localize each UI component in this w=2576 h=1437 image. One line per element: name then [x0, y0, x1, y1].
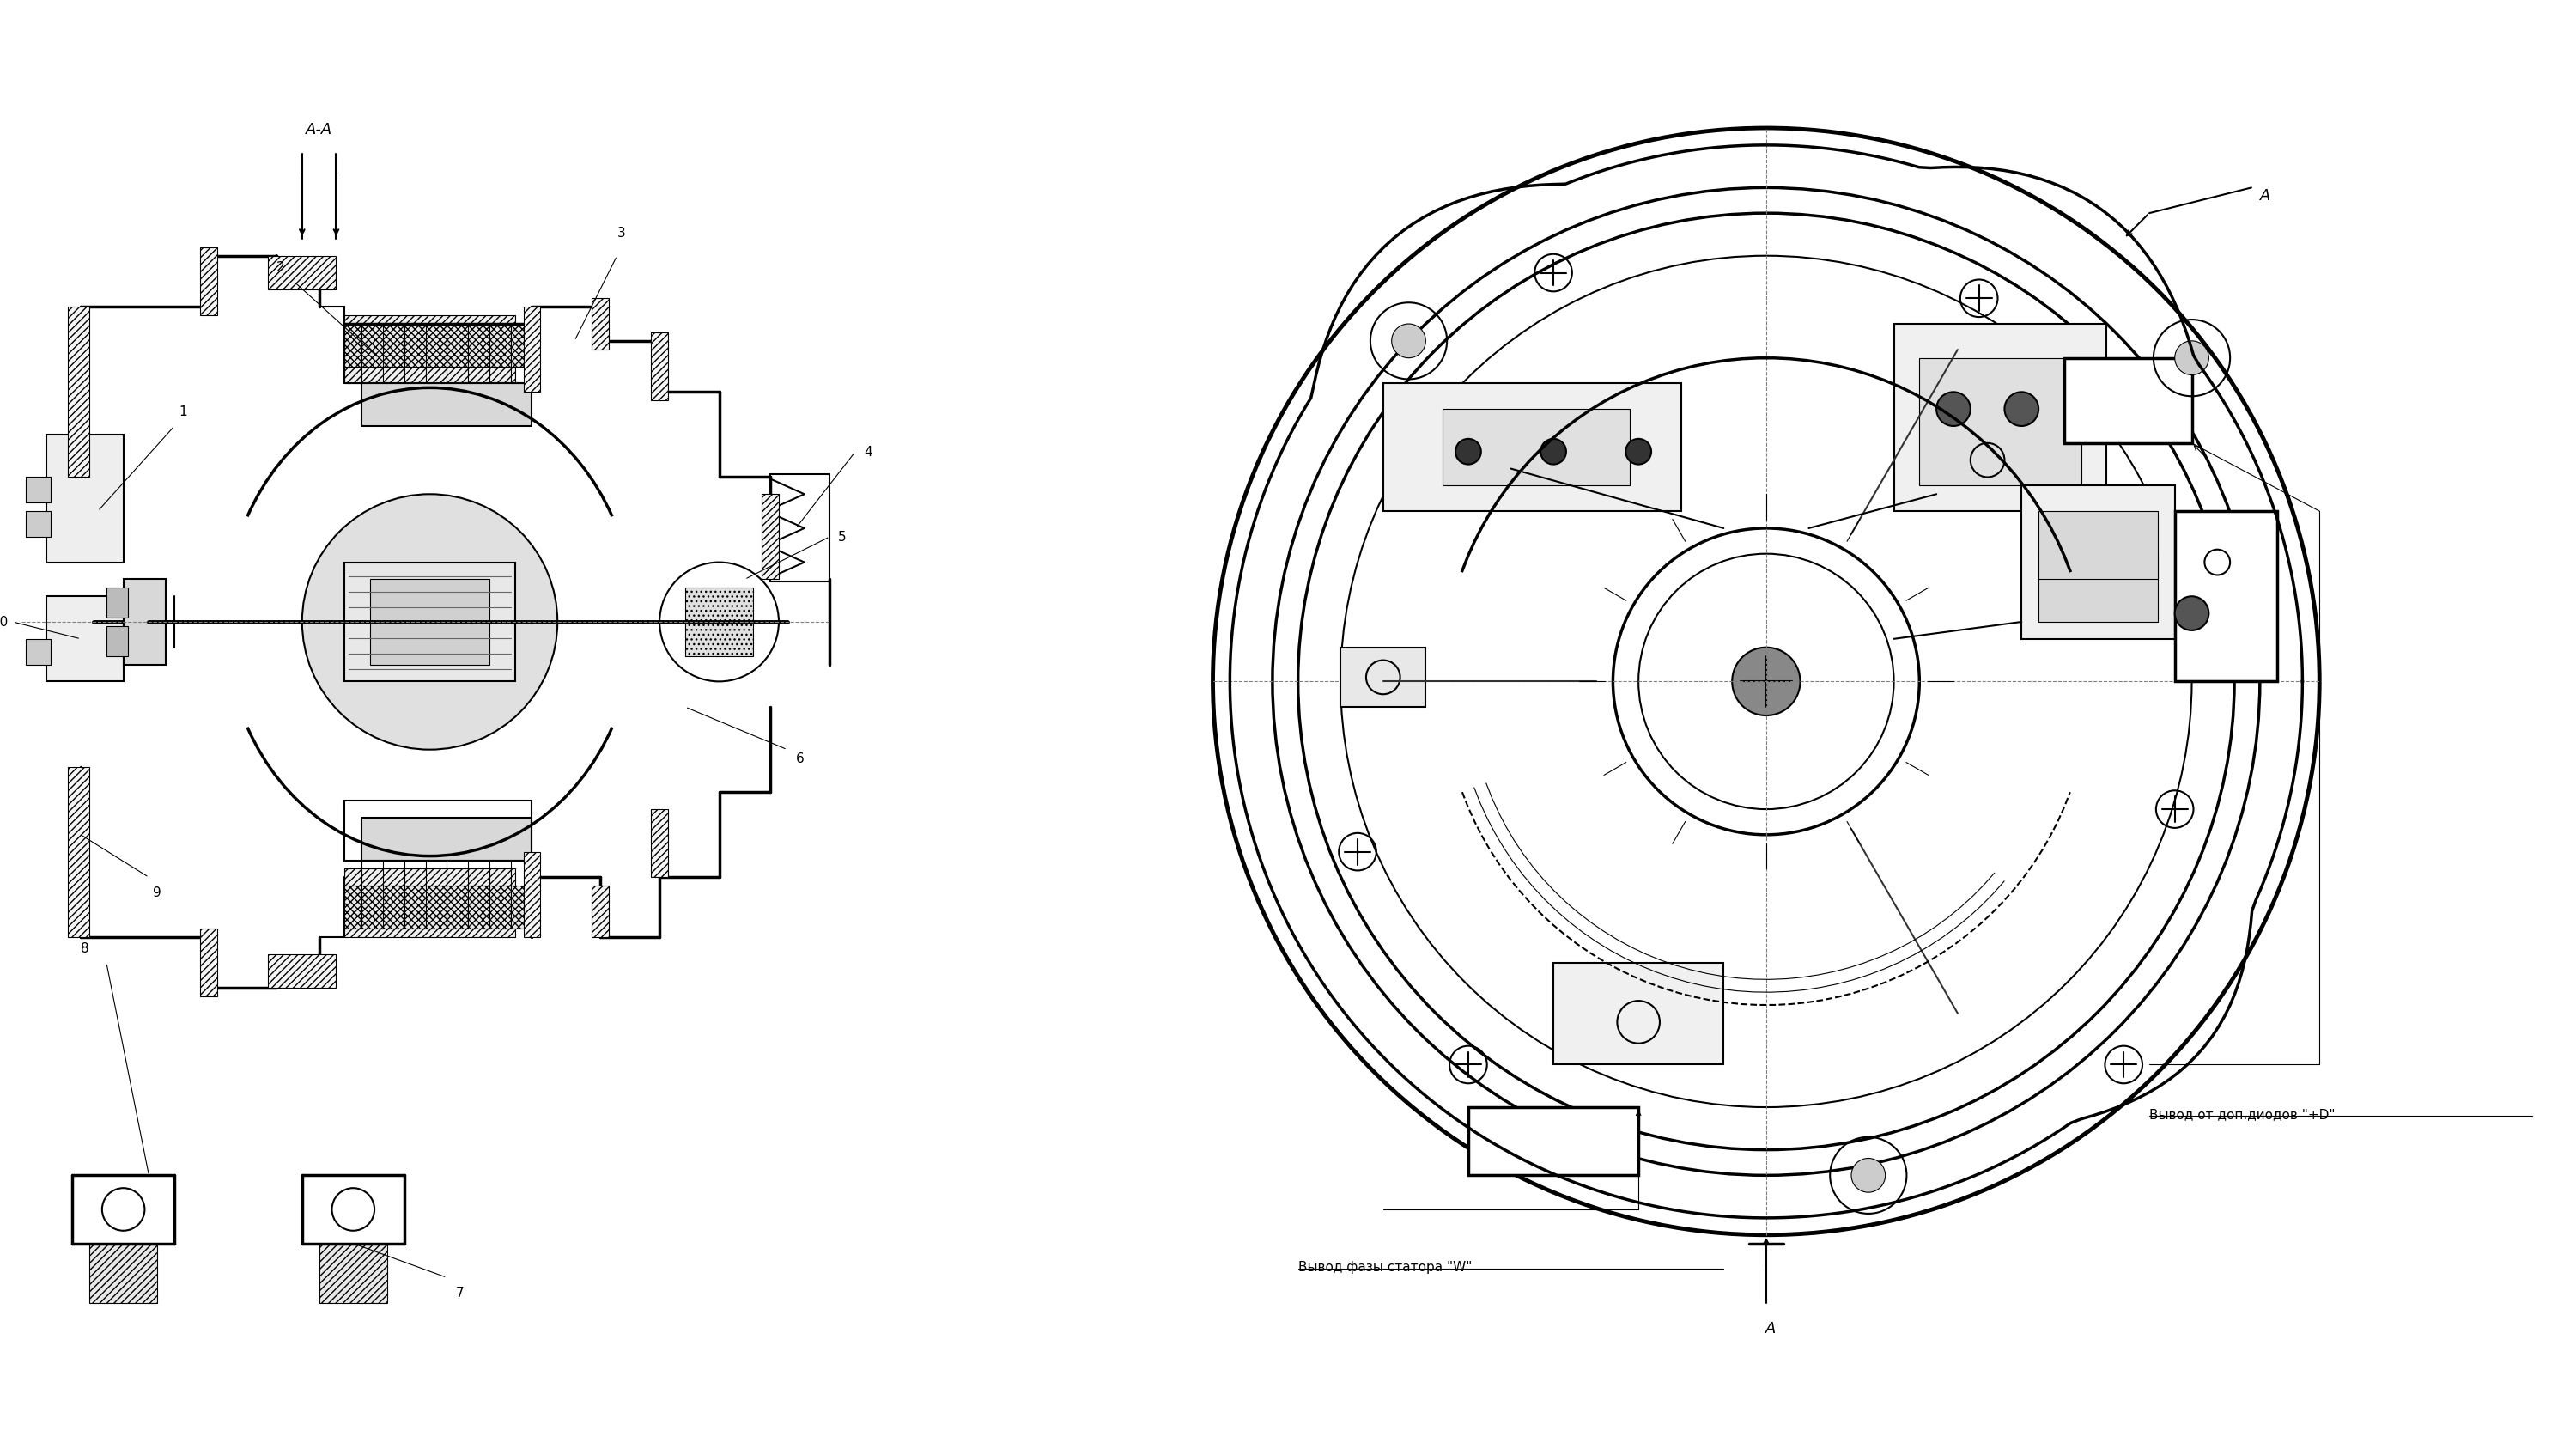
Bar: [592, 887, 608, 937]
Bar: [2022, 486, 2174, 639]
Bar: [26, 512, 52, 537]
Text: А: А: [1765, 1321, 1775, 1335]
Text: Вывод от доп.диодов "+D": Вывод от доп.диодов "+D": [2148, 1108, 2334, 1121]
Text: 7: 7: [456, 1286, 464, 1299]
Text: 2: 2: [276, 260, 286, 273]
Bar: [1919, 359, 2081, 486]
Bar: [523, 852, 541, 937]
Text: 5: 5: [837, 530, 848, 543]
Circle shape: [1391, 325, 1425, 359]
Bar: [2063, 359, 2192, 444]
Text: 10: 10: [0, 616, 8, 629]
Bar: [345, 887, 531, 928]
Bar: [2038, 512, 2159, 579]
Bar: [1383, 384, 1682, 512]
Text: 9: 9: [152, 887, 162, 900]
Bar: [268, 256, 335, 290]
Bar: [90, 1243, 157, 1303]
Circle shape: [1937, 392, 1971, 427]
Bar: [345, 869, 515, 937]
Circle shape: [1731, 648, 1801, 716]
Bar: [46, 596, 124, 683]
Bar: [268, 954, 335, 989]
Bar: [1468, 1108, 1638, 1175]
Bar: [106, 588, 129, 618]
Bar: [762, 494, 778, 579]
Bar: [124, 579, 165, 665]
Circle shape: [2004, 392, 2038, 427]
Bar: [201, 928, 216, 997]
Bar: [1443, 410, 1631, 486]
Circle shape: [1455, 440, 1481, 466]
Polygon shape: [1229, 145, 2303, 1219]
Text: А: А: [2259, 188, 2269, 204]
Bar: [2174, 512, 2277, 683]
Text: 8: 8: [80, 941, 90, 954]
Polygon shape: [361, 384, 531, 427]
Circle shape: [379, 572, 482, 674]
Bar: [319, 1243, 386, 1303]
Text: 3: 3: [618, 227, 626, 240]
Circle shape: [690, 592, 750, 652]
Bar: [106, 627, 129, 657]
Text: 6: 6: [796, 752, 804, 764]
Bar: [685, 588, 752, 657]
Bar: [345, 325, 531, 366]
Bar: [592, 299, 608, 351]
Circle shape: [301, 494, 556, 750]
Circle shape: [1540, 440, 1566, 466]
Bar: [1553, 963, 1723, 1065]
Text: 4: 4: [863, 445, 873, 458]
Bar: [67, 767, 90, 937]
Circle shape: [1852, 1158, 1886, 1193]
Text: 1: 1: [178, 405, 188, 418]
Bar: [371, 579, 489, 665]
Bar: [67, 308, 90, 477]
Bar: [345, 563, 515, 683]
Text: Вывод фазы статора "W": Вывод фазы статора "W": [1298, 1260, 1471, 1273]
Circle shape: [2174, 596, 2208, 631]
Bar: [1340, 648, 1425, 707]
Bar: [652, 333, 667, 401]
Bar: [523, 308, 541, 392]
Circle shape: [1625, 440, 1651, 466]
Bar: [46, 435, 124, 563]
Circle shape: [1613, 529, 1919, 835]
Bar: [652, 809, 667, 878]
Bar: [2038, 555, 2159, 622]
Bar: [201, 249, 216, 316]
Bar: [345, 316, 515, 384]
Bar: [26, 477, 52, 503]
Text: А-А: А-А: [307, 122, 332, 138]
Circle shape: [2174, 342, 2208, 375]
Polygon shape: [361, 818, 531, 861]
Bar: [26, 639, 52, 665]
Bar: [1893, 325, 2107, 512]
